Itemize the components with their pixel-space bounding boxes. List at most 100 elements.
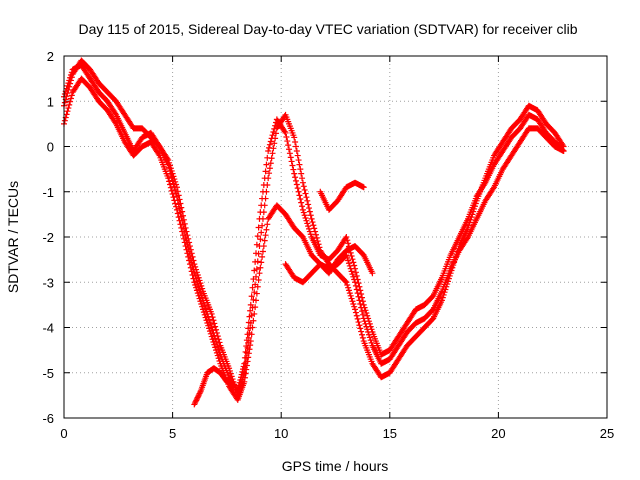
data-point [198,300,205,307]
data-point [173,190,180,197]
data-point [270,129,277,136]
data-point [299,179,306,186]
data-point [367,337,374,344]
data-point [357,300,364,307]
data-point [344,237,351,244]
x-tick-label: 0 [60,426,67,441]
data-point [211,341,218,348]
data-point [344,281,351,288]
data-point [481,181,488,188]
data-point [193,269,200,276]
data-point [358,328,365,335]
data-point [186,252,193,259]
data-point [256,270,263,277]
data-point [358,331,365,338]
data-point [250,317,257,324]
data-point [259,248,266,255]
data-point [247,342,254,349]
data-point [350,300,357,307]
data-point [246,346,253,353]
chart-title: Day 115 of 2015, Sidereal Day-to-day VTE… [78,21,577,37]
data-point [253,250,260,257]
data-point [290,166,297,173]
data-point [247,301,254,308]
data-point [258,229,265,236]
data-point [281,128,288,135]
data-point [216,339,223,346]
data-point [359,334,366,341]
data-point [344,254,351,261]
data-point [210,329,217,336]
data-point [292,174,299,181]
data-point [245,350,252,357]
data-point [199,285,206,292]
data-point [303,217,310,224]
data-point [288,158,295,165]
y-tick-label: -4 [42,321,54,336]
data-point [67,98,74,105]
data-point [214,352,221,359]
data-point [250,276,257,283]
data-point [200,309,207,316]
data-point [283,133,290,140]
data-point [167,184,174,191]
data-point [306,225,313,232]
data-point [197,289,204,296]
data-point [203,308,210,315]
data-point [271,140,278,147]
data-point [166,181,173,188]
data-point [185,244,192,251]
data-point [292,177,299,184]
data-point [186,248,193,255]
x-tick-label: 25 [600,426,614,441]
data-point [365,318,372,325]
data-point [285,142,292,149]
data-point [253,290,260,297]
data-point [155,142,162,149]
data-point [365,315,372,322]
data-point [356,283,363,290]
data-point [307,231,314,238]
data-point [201,302,208,309]
data-point [352,306,359,313]
data-point [292,143,299,150]
data-point [359,311,366,318]
data-point [246,313,253,320]
data-point [312,228,319,235]
data-point [247,338,254,345]
data-point [187,255,194,262]
data-series [61,62,567,394]
data-point [169,191,176,198]
data-point [243,343,250,350]
data-point [359,298,366,305]
data-point [212,323,219,330]
data-point [179,217,186,224]
data-point [195,391,202,398]
data-point [298,199,305,206]
data-point [194,281,201,288]
data-point [194,394,201,401]
data-point [191,279,198,286]
data-point [174,197,181,204]
data-point [268,135,275,142]
data-point [212,335,219,342]
data-point [198,291,205,298]
data-point [267,138,274,145]
data-point [240,363,247,370]
data-point [260,243,267,250]
data-point [170,180,177,187]
data-point [352,282,359,289]
data-point [272,130,279,137]
data-point [239,366,246,373]
data-point [192,398,199,405]
data-point [177,209,184,216]
data-point [216,348,223,355]
data-point [354,315,361,322]
data-point [200,297,207,304]
data-point [61,117,68,124]
data-point [249,284,256,291]
data-point [260,181,267,188]
data-point [192,272,199,279]
data-point [204,310,211,317]
data-point [263,161,270,168]
